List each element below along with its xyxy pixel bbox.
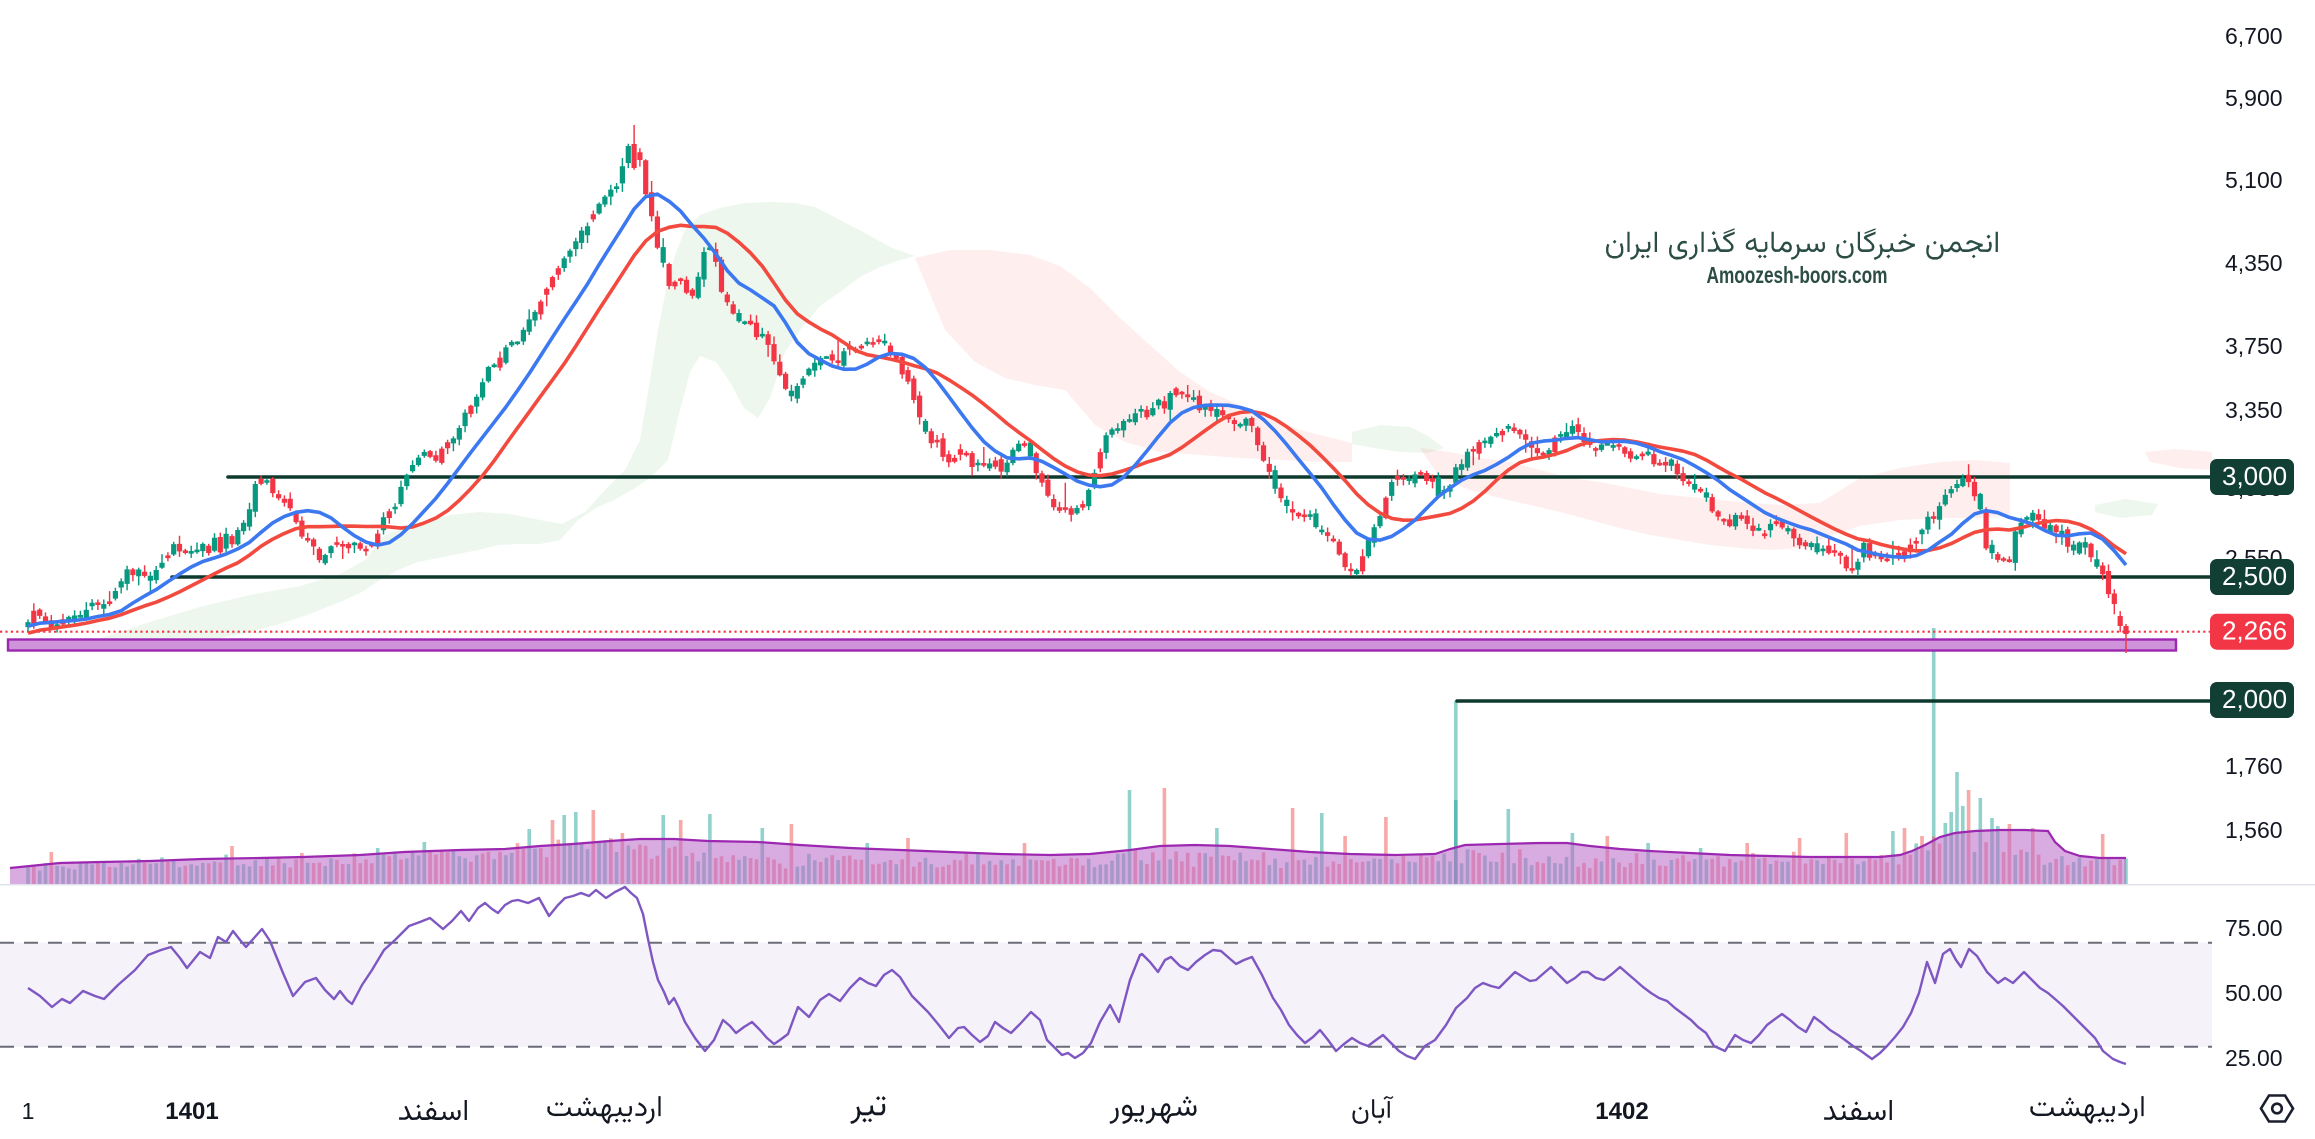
svg-text:25.00: 25.00 [2225, 1045, 2283, 1071]
svg-text:50.00: 50.00 [2225, 980, 2283, 1006]
svg-text:1402: 1402 [1595, 1098, 1648, 1125]
svg-text:3,000: 3,000 [2222, 461, 2287, 491]
svg-text:4,350: 4,350 [2225, 250, 2283, 276]
svg-text:2,266: 2,266 [2222, 616, 2287, 646]
svg-text:1401: 1401 [165, 1098, 218, 1125]
svg-text:1,560: 1,560 [2225, 817, 2283, 843]
svg-text:2,000: 2,000 [2222, 684, 2287, 714]
svg-text:5,900: 5,900 [2225, 85, 2283, 111]
svg-text:2,500: 2,500 [2222, 561, 2287, 591]
svg-text:1: 1 [22, 1098, 35, 1124]
svg-text:6,700: 6,700 [2225, 23, 2283, 49]
svg-text:75.00: 75.00 [2225, 915, 2283, 941]
svg-text:3,750: 3,750 [2225, 333, 2283, 359]
svg-text:1,760: 1,760 [2225, 753, 2283, 779]
svg-text:5,100: 5,100 [2225, 167, 2283, 193]
svg-text:Amoozesh-boors.com: Amoozesh-boors.com [1707, 262, 1888, 288]
svg-text:3,350: 3,350 [2225, 397, 2283, 423]
